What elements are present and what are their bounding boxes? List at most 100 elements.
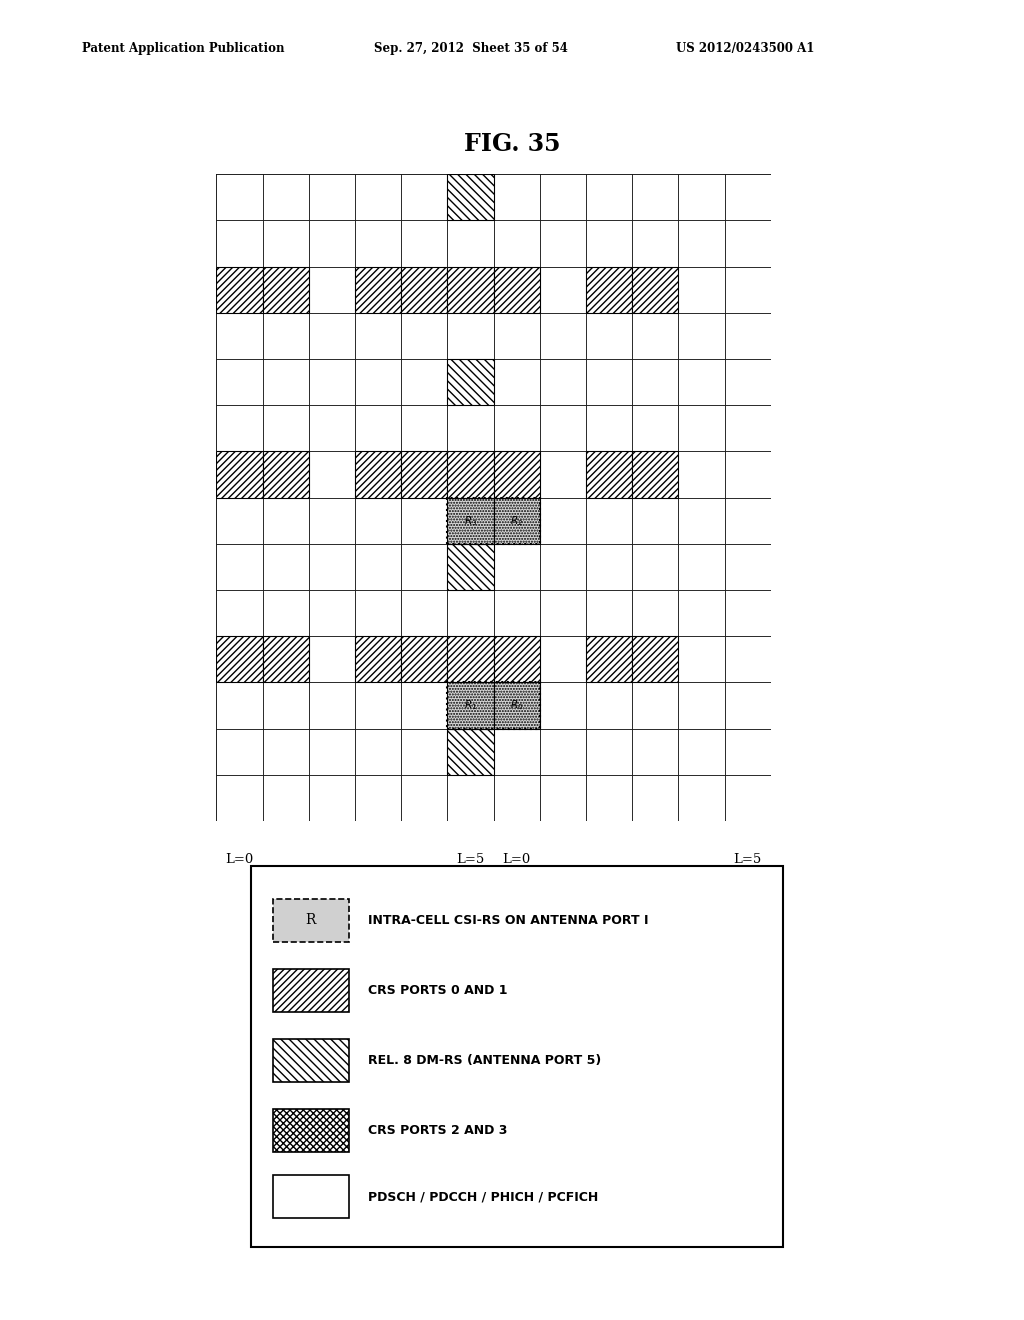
Bar xyxy=(586,544,632,590)
Bar xyxy=(678,174,725,220)
Bar xyxy=(355,498,401,544)
Bar xyxy=(216,636,262,682)
Bar xyxy=(678,498,725,544)
Bar xyxy=(401,636,447,682)
Bar xyxy=(355,313,401,359)
Bar xyxy=(262,359,309,405)
Bar xyxy=(586,359,632,405)
Bar xyxy=(309,220,355,267)
Bar xyxy=(678,405,725,451)
Bar xyxy=(678,451,725,498)
Bar xyxy=(355,636,401,682)
Bar xyxy=(586,267,678,313)
Bar xyxy=(494,220,540,267)
Bar xyxy=(309,544,355,590)
Text: US 2012/0243500 A1: US 2012/0243500 A1 xyxy=(676,42,814,55)
Bar xyxy=(540,174,586,220)
Bar xyxy=(447,590,494,636)
Bar xyxy=(725,451,771,498)
Bar xyxy=(586,267,632,313)
Bar xyxy=(309,451,355,498)
Bar xyxy=(586,313,632,359)
Bar xyxy=(725,267,771,313)
Bar xyxy=(725,359,771,405)
Bar xyxy=(586,636,678,682)
Bar xyxy=(447,267,494,313)
Bar xyxy=(447,636,540,682)
Bar xyxy=(494,359,540,405)
Bar xyxy=(494,729,540,775)
Bar xyxy=(447,682,494,729)
Bar xyxy=(216,729,262,775)
Bar xyxy=(262,267,309,313)
Text: $R_{2}$: $R_{2}$ xyxy=(510,513,523,528)
Bar xyxy=(632,359,678,405)
Bar xyxy=(678,544,725,590)
Bar xyxy=(401,636,447,682)
Bar xyxy=(725,220,771,267)
Bar xyxy=(540,544,586,590)
Bar xyxy=(540,498,586,544)
Bar xyxy=(355,590,401,636)
Bar xyxy=(355,405,401,451)
Bar xyxy=(494,682,540,729)
Text: L=0: L=0 xyxy=(225,854,254,866)
Bar xyxy=(309,405,355,451)
Bar xyxy=(262,682,309,729)
Bar xyxy=(262,267,309,313)
Bar xyxy=(401,267,447,313)
Bar xyxy=(632,313,678,359)
Bar xyxy=(632,544,678,590)
Bar xyxy=(447,682,540,729)
Bar xyxy=(586,174,632,220)
Bar xyxy=(309,313,355,359)
Bar xyxy=(540,313,586,359)
Bar xyxy=(632,451,678,498)
Bar xyxy=(632,451,678,498)
Bar xyxy=(355,729,401,775)
Bar xyxy=(586,636,632,682)
Bar xyxy=(540,775,586,821)
Bar xyxy=(309,636,355,682)
Bar xyxy=(216,359,262,405)
Text: R: R xyxy=(306,913,316,928)
Bar xyxy=(632,220,678,267)
Bar xyxy=(262,451,309,498)
Bar xyxy=(447,174,494,220)
Bar xyxy=(586,220,632,267)
Bar xyxy=(540,451,586,498)
Bar xyxy=(355,451,447,498)
Bar xyxy=(401,775,447,821)
Bar xyxy=(586,405,632,451)
Bar xyxy=(447,682,494,729)
Bar xyxy=(678,682,725,729)
Bar xyxy=(586,267,632,313)
Bar xyxy=(447,544,494,590)
Bar xyxy=(216,267,262,313)
Bar xyxy=(632,682,678,729)
Bar xyxy=(401,174,447,220)
Text: CRS PORTS 2 AND 3: CRS PORTS 2 AND 3 xyxy=(368,1125,507,1137)
Bar xyxy=(216,220,262,267)
Bar xyxy=(216,451,262,498)
Bar xyxy=(401,682,447,729)
Text: L=0: L=0 xyxy=(503,854,530,866)
Bar xyxy=(494,267,540,313)
Text: $R_{1}$: $R_{1}$ xyxy=(464,698,477,713)
Bar xyxy=(586,775,632,821)
Text: $R_{3}$: $R_{3}$ xyxy=(464,513,477,528)
Bar xyxy=(540,682,586,729)
Bar xyxy=(725,729,771,775)
Bar xyxy=(355,636,401,682)
Bar xyxy=(540,590,586,636)
Bar xyxy=(262,590,309,636)
Bar xyxy=(355,775,401,821)
Bar xyxy=(632,729,678,775)
Bar xyxy=(309,359,355,405)
Bar xyxy=(216,682,262,729)
Bar xyxy=(447,359,494,405)
Bar xyxy=(494,451,540,498)
Bar xyxy=(494,775,540,821)
Bar xyxy=(447,405,494,451)
Bar xyxy=(401,590,447,636)
